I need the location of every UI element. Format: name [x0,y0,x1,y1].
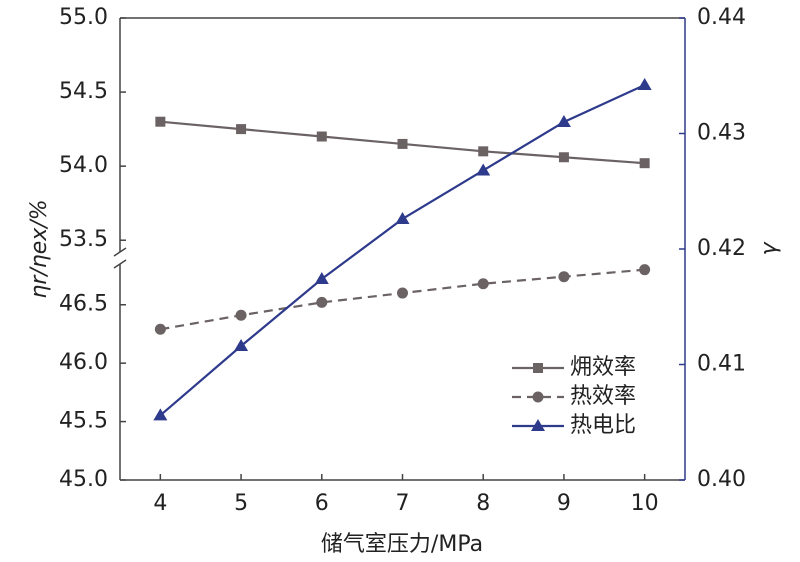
legend-label: 㶲效率 [570,355,636,380]
x-tick-label: 4 [153,491,167,516]
y-tick-label: 53.5 [59,227,108,252]
data-point [314,272,329,285]
data-point [236,124,247,135]
data-point [639,158,650,169]
x-tick-label: 6 [315,491,329,516]
data-point [476,163,491,176]
legend-marker [532,391,544,403]
y2-tick-label: 0.43 [697,121,746,146]
data-point [639,264,651,276]
y-tick-label: 45.5 [59,409,108,434]
axis-break [113,259,127,269]
legend-label: 热电比 [570,413,636,438]
data-point [397,138,408,149]
data-point [316,131,327,142]
y2-tick-label: 0.44 [697,5,746,30]
y-tick-label: 45.0 [59,467,108,492]
y-tick-label: 46.0 [59,350,108,375]
axis-break [113,247,127,257]
data-point [154,323,166,335]
data-point [234,339,249,352]
data-point [155,116,166,127]
x-axis-label: 储气室压力/MPa [321,532,483,557]
data-point [558,271,570,283]
data-point [478,146,489,157]
data-point [395,211,410,224]
data-point [637,77,652,90]
data-point [397,287,408,299]
y-axis-label: ηr/ηex/% [27,199,52,298]
data-point [558,152,569,163]
y-tick-label: 54.5 [59,79,108,104]
series-line [160,268,645,331]
data-point [235,309,247,321]
x-tick-label: 10 [631,491,659,516]
y-tick-label: 46.5 [59,292,108,317]
y2-tick-label: 0.42 [697,236,746,261]
data-point [153,408,168,421]
x-tick-label: 9 [557,491,571,516]
legend-label: 热效率 [570,384,636,409]
y2-tick-label: 0.40 [697,467,746,492]
x-tick-label: 8 [476,491,490,516]
y2-axis-label: γ [757,242,782,256]
data-point [316,296,328,308]
legend-marker [531,419,545,431]
y-tick-label: 55.0 [59,5,108,30]
x-tick-label: 5 [234,491,248,516]
x-tick-label: 7 [396,491,410,516]
y2-tick-label: 0.41 [697,352,746,377]
data-point [556,114,571,127]
legend-marker [533,363,543,373]
data-point [477,278,489,290]
y-tick-label: 54.0 [59,153,108,178]
